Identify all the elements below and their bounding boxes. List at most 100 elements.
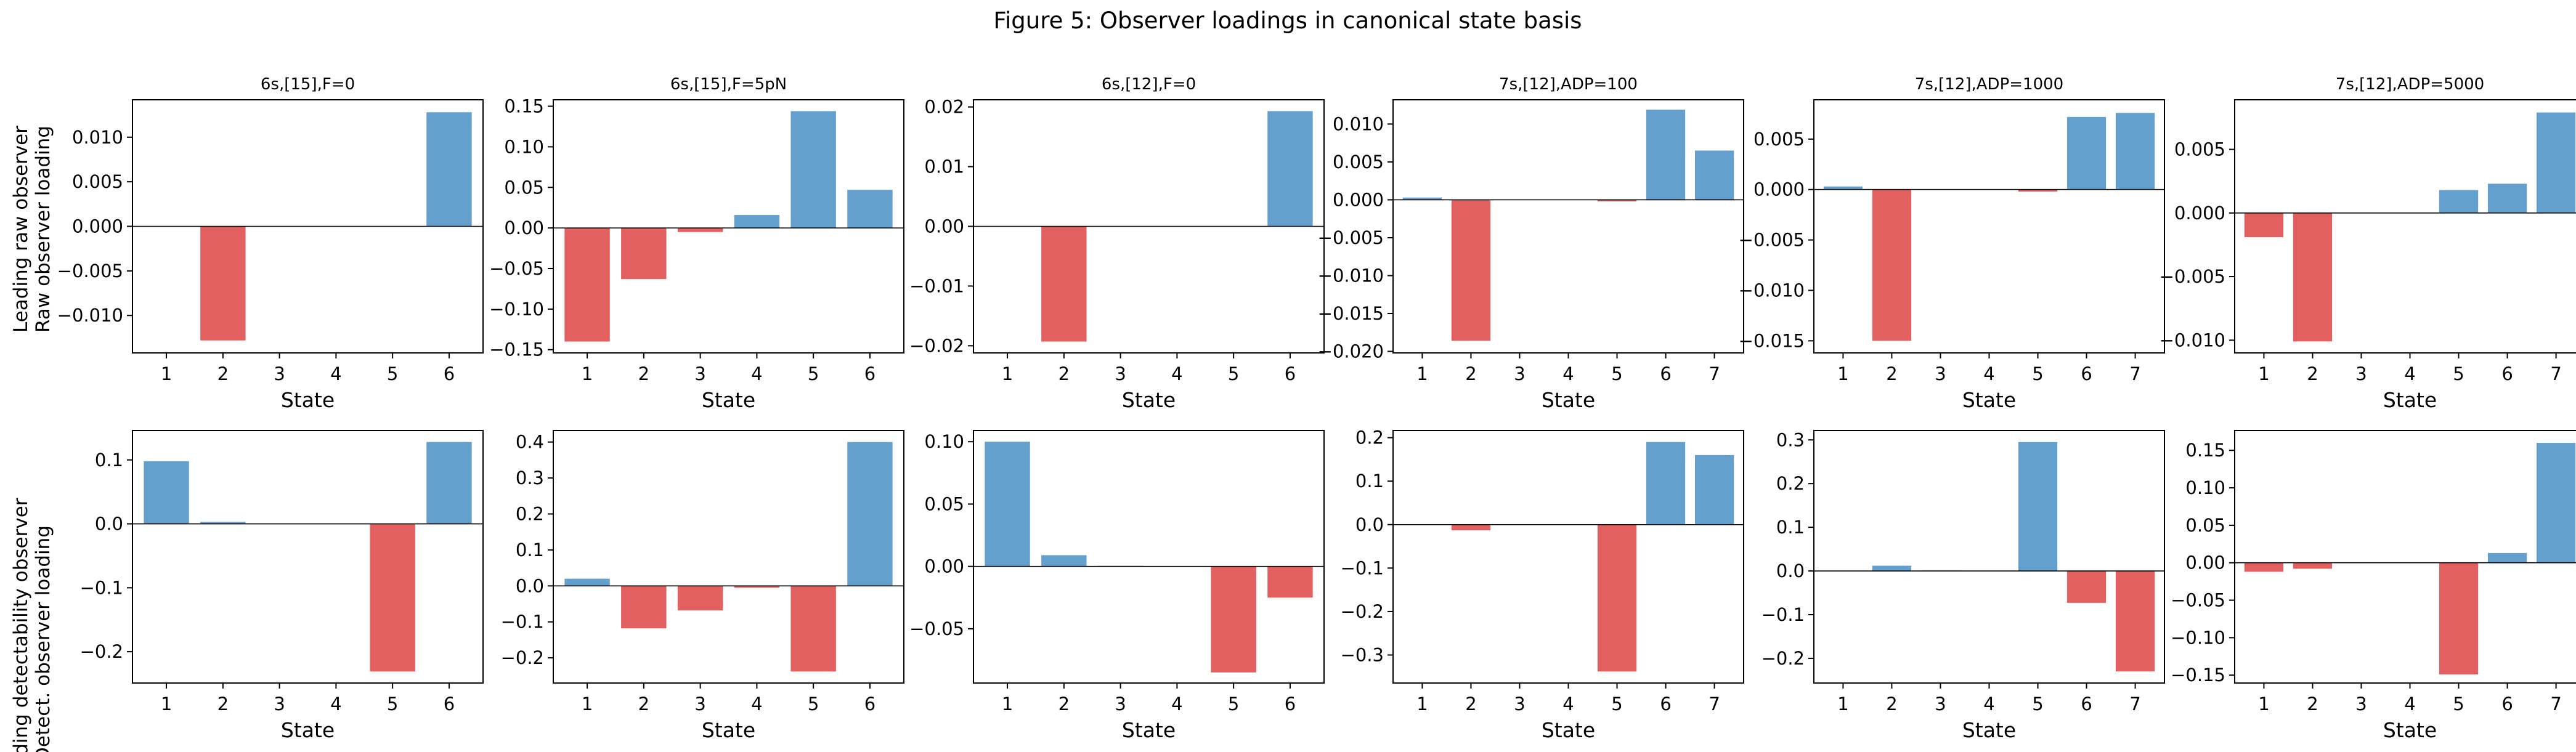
bar-state-5 bbox=[2018, 442, 2058, 572]
x-tick-label: 3 bbox=[274, 363, 285, 384]
bar-state-5 bbox=[2439, 562, 2479, 675]
panel-8: −0.2 −0.1 0.0 0.1 0.2 0.3 0.4 1 2 3 4 5 6 State bbox=[501, 430, 904, 742]
bar-state-2 bbox=[200, 226, 246, 341]
x-tick-label: 5 bbox=[1228, 363, 1239, 384]
y-tick-label: −0.10 bbox=[2171, 627, 2225, 648]
bar-state-2 bbox=[1041, 226, 1087, 342]
bar-state-5 bbox=[790, 111, 836, 228]
x-tick-label: 1 bbox=[1416, 363, 1428, 384]
y-tick-label: −0.015 bbox=[1739, 330, 1805, 351]
y-tick-label: 0.005 bbox=[1333, 152, 1384, 172]
bar-state-6 bbox=[847, 190, 893, 228]
y-tick-label: 0.1 bbox=[95, 450, 123, 471]
y-tick-label: 0.3 bbox=[1776, 429, 1805, 450]
x-tick-label: 4 bbox=[2404, 693, 2415, 714]
x-axis-label: State bbox=[281, 388, 335, 412]
x-tick-label: 1 bbox=[582, 363, 593, 384]
bar-state-7 bbox=[2536, 443, 2576, 563]
y-tick-label: −0.005 bbox=[57, 261, 123, 281]
axes-frame bbox=[553, 99, 904, 354]
axes-frame bbox=[973, 430, 1325, 684]
y-tick-label: 0.3 bbox=[516, 467, 544, 488]
x-tick-label: 1 bbox=[2258, 693, 2269, 714]
bar-state-4 bbox=[734, 215, 780, 228]
y-tick-label: −0.005 bbox=[1318, 227, 1384, 248]
y-tick-label: −0.010 bbox=[57, 305, 123, 326]
y-tick-label: −0.1 bbox=[1761, 604, 1805, 625]
bar-state-6 bbox=[2066, 116, 2107, 190]
bar-state-5 bbox=[2439, 190, 2479, 213]
bar-state-6 bbox=[847, 442, 893, 586]
axes-frame bbox=[1392, 430, 1744, 684]
bar-state-1 bbox=[2244, 562, 2284, 572]
x-axis-label: State bbox=[702, 388, 755, 412]
axes-frame bbox=[132, 430, 484, 684]
bar-state-2 bbox=[2293, 212, 2333, 342]
x-tick-label: 4 bbox=[2404, 363, 2415, 384]
x-tick-label: 2 bbox=[2307, 693, 2318, 714]
x-axis-label: State bbox=[281, 718, 335, 742]
x-tick-label: 5 bbox=[1611, 363, 1622, 384]
x-axis-label: State bbox=[1542, 388, 1595, 412]
panel-7: −0.2 −0.1 0.0 0.1 1 2 3 4 5 6 State bbox=[80, 430, 484, 742]
x-tick-label: 4 bbox=[330, 363, 341, 384]
x-tick-label: 4 bbox=[1562, 693, 1574, 714]
y-tick-label: 0.000 bbox=[72, 216, 123, 237]
x-tick-label: 3 bbox=[274, 693, 285, 714]
y-tick-label: −0.3 bbox=[1341, 644, 1384, 665]
x-tick-label: 5 bbox=[387, 363, 398, 384]
y-tick-label: 0.15 bbox=[2185, 440, 2225, 461]
y-tick-label: 0.05 bbox=[924, 493, 964, 514]
panel-1: −0.010 −0.005 0.000 0.005 0.010 1 2 3 4 5 6 State 6s… bbox=[57, 75, 484, 412]
y-tick-label: −0.2 bbox=[501, 647, 544, 668]
x-tick-label: 2 bbox=[1058, 363, 1070, 384]
axes-frame bbox=[1813, 99, 2165, 354]
x-tick-label: 1 bbox=[1002, 693, 1013, 714]
x-tick-label: 3 bbox=[1115, 693, 1126, 714]
y-tick-label: 0.10 bbox=[924, 431, 964, 452]
y-tick-label: 0.01 bbox=[924, 156, 964, 177]
y-tick-label: 0.2 bbox=[1776, 473, 1805, 494]
y-tick-label: −0.05 bbox=[2171, 590, 2225, 611]
x-tick-label: 4 bbox=[1562, 363, 1574, 384]
y-tick-label: −0.015 bbox=[1318, 303, 1384, 324]
bar-state-5 bbox=[1597, 524, 1637, 672]
y-tick-label: −0.1 bbox=[1341, 557, 1384, 578]
x-tick-label: 5 bbox=[2453, 363, 2464, 384]
panel-6: −0.010 −0.005 0.000 0.005 1 2 3 4 5 6 7 State 7s,[12… bbox=[2160, 75, 2576, 412]
x-axis-label: State bbox=[2383, 388, 2437, 412]
x-tick-label: 2 bbox=[1465, 693, 1476, 714]
y-tick-label: 0.010 bbox=[72, 127, 123, 148]
bar-state-5 bbox=[370, 524, 415, 672]
bar-state-6 bbox=[2487, 552, 2527, 563]
y-tick-label: −0.01 bbox=[909, 275, 964, 296]
bar-state-7 bbox=[2115, 113, 2155, 190]
y-tick-label: −0.1 bbox=[501, 612, 544, 633]
x-tick-label: 2 bbox=[638, 693, 649, 714]
x-tick-label: 4 bbox=[1983, 363, 1994, 384]
y-tick-label: −0.010 bbox=[2160, 330, 2225, 350]
bar-state-2 bbox=[1872, 565, 1912, 572]
y-tick-label: 0.02 bbox=[924, 97, 964, 118]
x-tick-label: 2 bbox=[1465, 363, 1476, 384]
panel-title: 6s,[15],F=0 bbox=[261, 75, 355, 94]
panel-9: −0.05 0.00 0.05 0.10 1 2 3 4 5 6 State bbox=[909, 430, 1325, 742]
x-axis-label: State bbox=[702, 718, 755, 742]
x-tick-label: 6 bbox=[864, 363, 876, 384]
y-tick-label: 0.010 bbox=[1333, 113, 1384, 134]
row-2-label-line-2: Detect. observer loading bbox=[32, 525, 54, 752]
axes-frame bbox=[1392, 99, 1744, 354]
bar-state-5 bbox=[2018, 189, 2058, 192]
row-1-label-line-2: Raw observer loading bbox=[32, 126, 54, 333]
y-tick-label: 0.15 bbox=[504, 96, 544, 117]
x-tick-label: 6 bbox=[444, 693, 455, 714]
axes-frame bbox=[553, 430, 904, 684]
row-2-label-line-1: Leading detectability observer bbox=[10, 498, 32, 752]
x-tick-label: 1 bbox=[1002, 363, 1013, 384]
panel-11: −0.2 −0.1 0.0 0.1 0.2 0.3 1 2 3 4 5 6 7 State bbox=[1761, 429, 2165, 742]
x-tick-label: 3 bbox=[1935, 693, 1946, 714]
bar-state-6 bbox=[426, 442, 472, 524]
bar-state-5 bbox=[790, 586, 836, 672]
y-tick-label: 0.0 bbox=[1776, 560, 1805, 581]
y-tick-label: 0.0 bbox=[1355, 514, 1384, 535]
